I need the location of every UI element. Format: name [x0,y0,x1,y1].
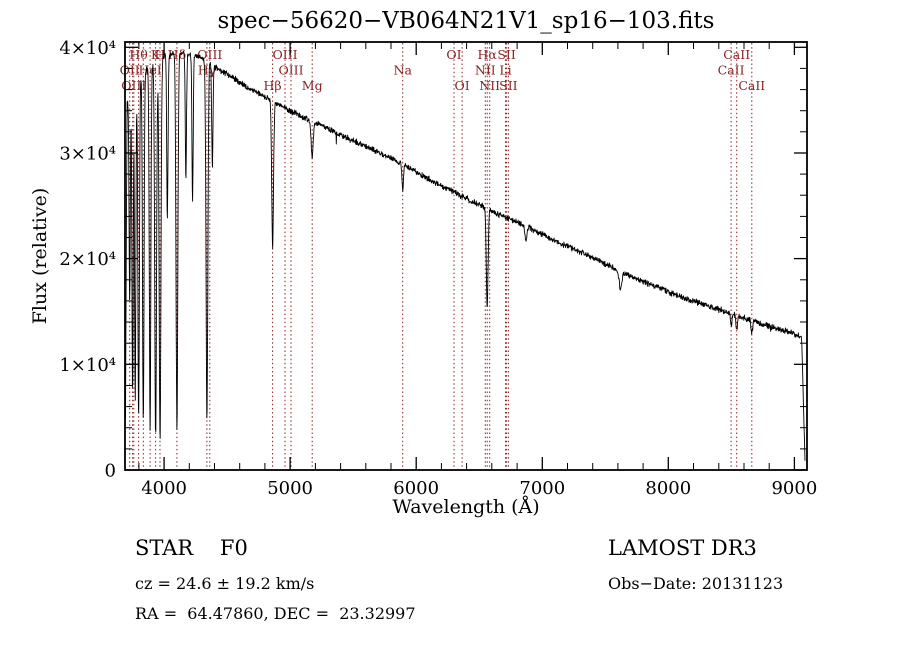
marker-label: CaII [718,63,745,78]
marker-label: K [151,47,161,62]
x-tick-label: 9000 [771,478,817,499]
marker-label: CaII [738,78,765,93]
marker-label: H [155,47,166,62]
marker-label: CaII [723,47,750,62]
axes: 4000 5000 6000 7000 8000 9000 0 1×10⁴ 2×10⁴ 3×10⁴… [59,38,817,499]
x-tick-label: 8000 [645,478,691,499]
marker-label: NII [479,78,500,93]
ra-dec-label: RA = 64.47860, DEC = 23.32997 [135,604,416,623]
marker-label: OI [446,47,461,62]
marker-label: OII [120,63,140,78]
x-tick-label: 4000 [141,478,187,499]
obs-date-label: Obs−Date: 20131123 [608,574,784,593]
marker-label: Hθ [129,47,147,62]
marker-label: SII [497,47,516,62]
cz-value-label: cz = 24.6 ± 19.2 km/s [135,574,315,593]
marker-label: OIII [197,47,222,62]
marker-label: OIII [272,47,297,62]
y-tick-label: 2×10⁴ [59,249,116,270]
marker-label: Na [394,63,413,78]
y-axis-label: Flux (relative) [29,187,51,325]
y-tick-label: 0 [105,461,116,482]
marker-label: Li [499,63,511,78]
marker-label: Hγ [198,63,216,78]
y-tick-label: 3×10⁴ [59,144,116,165]
marker-label: Mg [302,78,323,93]
marker-label: Hα [478,47,498,62]
spectrum-line [125,50,806,461]
y-tick-label: 1×10⁴ [59,355,116,376]
x-tick-label: 5000 [267,478,313,499]
marker-label: OI [455,78,470,93]
marker-label: Hβ [264,78,282,93]
marker-label: SII [499,78,518,93]
marker-label: Hδ [168,47,186,62]
marker-label: HeI [138,63,161,78]
chart-title: spec−56620−VB064N21V1_sp16−103.fits [217,8,715,34]
x-tick-label: 7000 [519,478,565,499]
survey-label: LAMOST DR3 [608,536,757,560]
x-axis-label: Wavelength (Å) [392,496,540,518]
y-tick-label: 4×10⁴ [59,38,116,59]
marker-label: NII [475,63,496,78]
x-tick-label: 6000 [393,478,439,499]
marker-label: OIII [278,63,303,78]
object-class-label: STAR F0 [135,536,248,560]
